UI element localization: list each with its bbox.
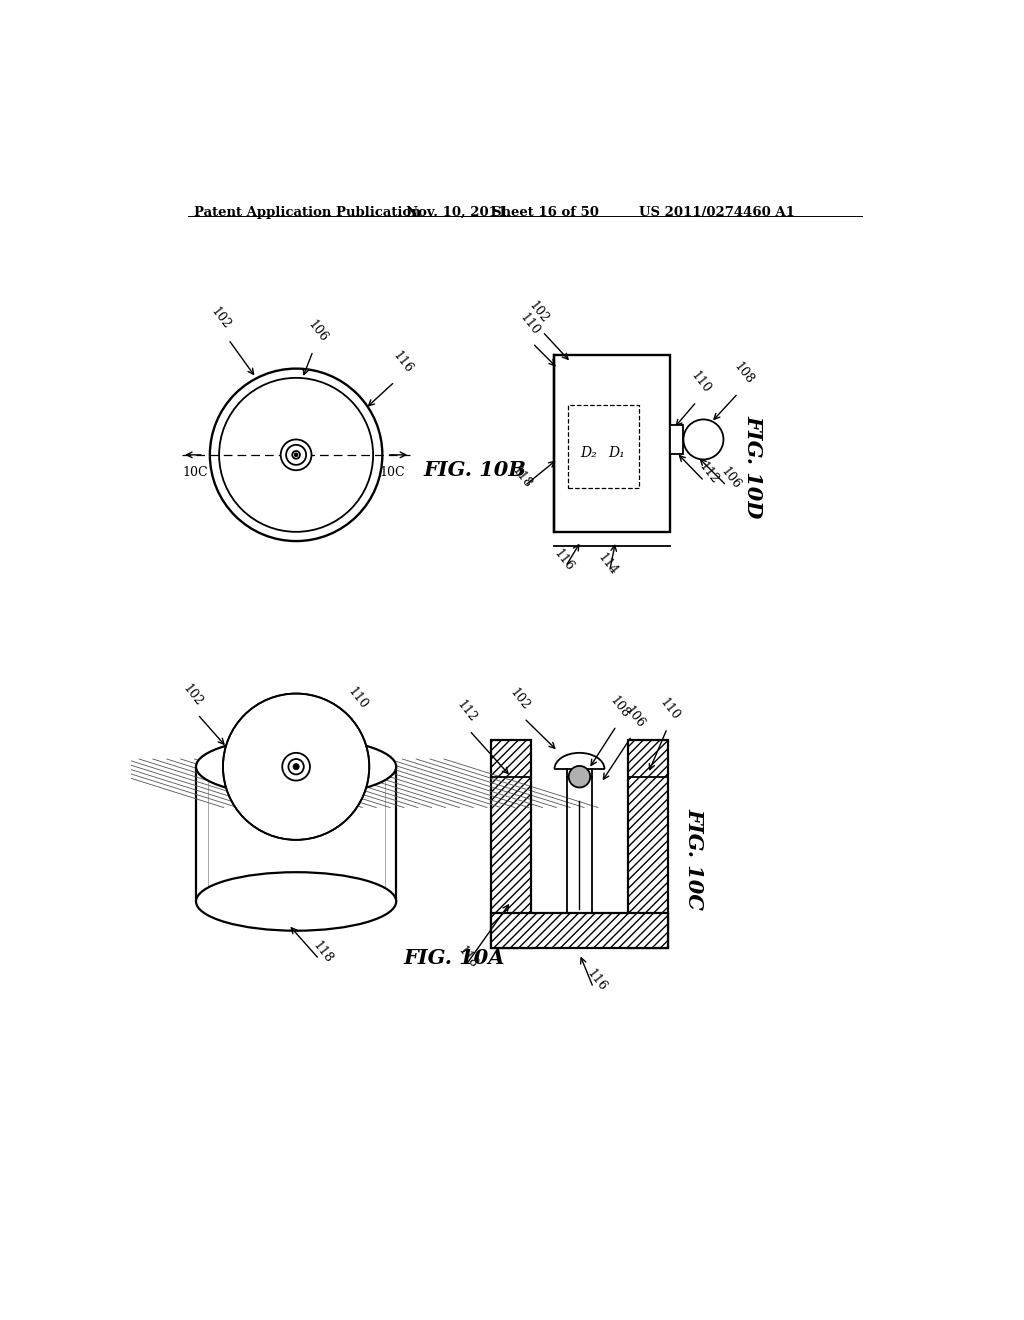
Text: 102: 102 [208, 305, 233, 331]
Circle shape [283, 752, 310, 780]
Text: 108: 108 [607, 693, 632, 721]
Text: FIG. 10C: FIG. 10C [685, 808, 705, 909]
Text: Nov. 10, 2011: Nov. 10, 2011 [407, 206, 507, 219]
Bar [670, 425, 683, 454]
Text: 10C: 10C [379, 466, 404, 479]
Text: US 2011/0274460 A1: US 2011/0274460 A1 [639, 206, 795, 219]
Text: 112: 112 [454, 697, 479, 725]
Text: 116: 116 [551, 548, 575, 574]
Text: FIG. 10B: FIG. 10B [423, 461, 526, 480]
Circle shape [683, 420, 724, 459]
Circle shape [568, 766, 590, 788]
Bar [196, 767, 396, 902]
Text: FIG. 10D: FIG. 10D [743, 414, 764, 517]
Bar [554, 355, 670, 532]
Text: Sheet 16 of 50: Sheet 16 of 50 [493, 206, 599, 219]
Text: D₁: D₁ [608, 446, 625, 459]
Circle shape [286, 445, 306, 465]
Text: 118: 118 [456, 944, 480, 970]
Text: FIG. 10A: FIG. 10A [403, 948, 506, 968]
Circle shape [294, 453, 298, 457]
Text: 112: 112 [695, 459, 721, 487]
Bar [490, 913, 668, 948]
Text: D₂: D₂ [581, 446, 597, 459]
Text: 106: 106 [718, 465, 742, 492]
Text: 102: 102 [179, 681, 205, 708]
Text: 110: 110 [517, 312, 542, 338]
Circle shape [293, 763, 299, 770]
Text: 118: 118 [509, 465, 535, 491]
Text: 110: 110 [657, 696, 682, 723]
Text: 110: 110 [345, 684, 371, 711]
Text: 106: 106 [623, 704, 647, 730]
Text: 102: 102 [507, 686, 531, 713]
Bar [628, 739, 668, 948]
Ellipse shape [196, 738, 396, 796]
Circle shape [289, 759, 304, 775]
Text: 108: 108 [731, 360, 756, 387]
Text: 110: 110 [688, 368, 713, 396]
Circle shape [281, 440, 311, 470]
Ellipse shape [196, 873, 396, 931]
Text: 102: 102 [526, 298, 551, 326]
Circle shape [223, 693, 370, 840]
Text: 114: 114 [595, 552, 621, 578]
Bar [490, 739, 531, 948]
Text: 118: 118 [310, 939, 336, 965]
Text: 116: 116 [390, 348, 415, 376]
Text: 10C: 10C [182, 466, 208, 479]
Bar [568, 405, 639, 488]
Circle shape [292, 451, 300, 459]
Text: 106: 106 [305, 318, 330, 345]
Text: Patent Application Publication: Patent Application Publication [195, 206, 421, 219]
Text: 116: 116 [584, 968, 609, 994]
